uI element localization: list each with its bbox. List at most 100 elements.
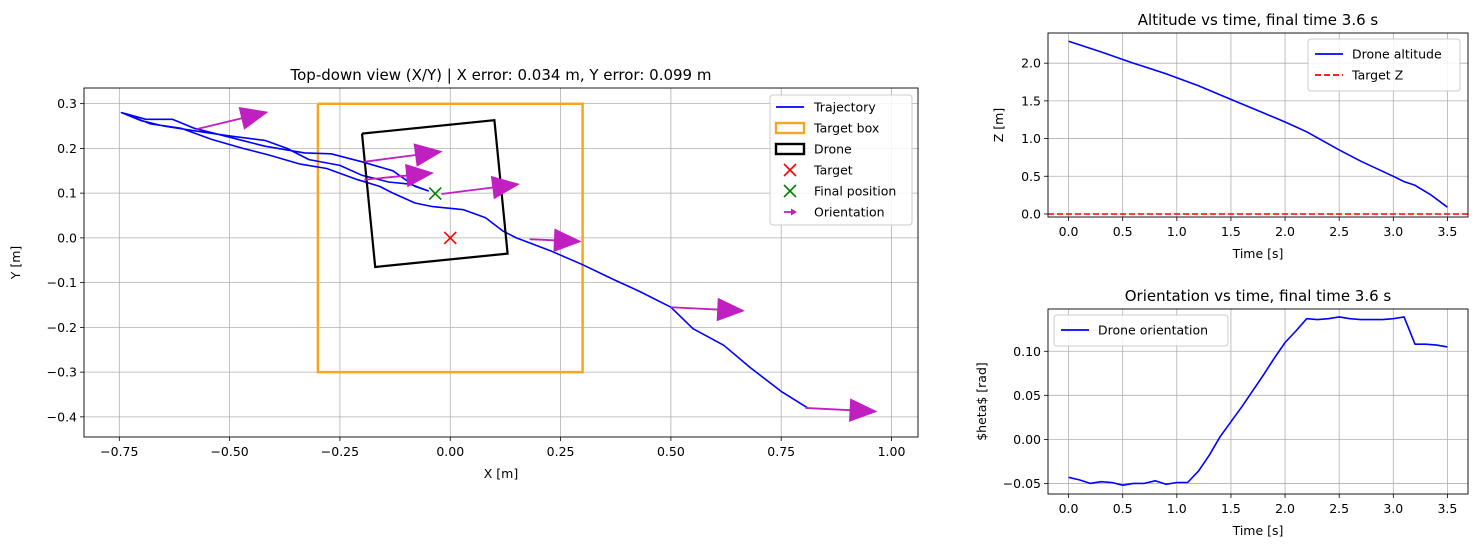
x-tick-label: 0.0 (1059, 501, 1079, 516)
y-tick-label: 0.10 (1013, 344, 1041, 359)
x-tick-label: 2.5 (1329, 224, 1349, 239)
orientation-arrow-head (716, 297, 745, 322)
y-tick-label: 0.2 (57, 141, 77, 156)
x-axis-label: Time [s] (1232, 246, 1284, 261)
y-tick-label: 0.05 (1013, 388, 1041, 403)
y-tick-label: 0.5 (1021, 169, 1041, 184)
x-tick-label: 1.0 (1167, 501, 1187, 516)
x-tick-label: −0.75 (100, 444, 138, 459)
altitude-plot: 0.0 0.5 1.0 1.5 2.0 2.5 3.0 3.5 0.0 0.5 1.0 1.5 2.0 A… (991, 11, 1469, 261)
orientation-arrow-shaft (196, 117, 243, 131)
final-position-marker (428, 187, 442, 201)
y-tick-label: 0.3 (57, 96, 77, 111)
y-tick-label: −0.1 (47, 275, 77, 290)
y-tick-label: −0.05 (1003, 476, 1041, 491)
y-tick-label: −0.3 (47, 365, 77, 380)
final-position-marker-stroke (428, 187, 442, 201)
target-marker-stroke (443, 231, 457, 245)
x-tick-label: 3.5 (1437, 501, 1457, 516)
legend-swatch (791, 208, 797, 216)
y-tick-label: 2.0 (1021, 56, 1041, 71)
x-tick-label: −0.50 (210, 444, 248, 459)
y-tick-label: 0.0 (57, 230, 77, 245)
legend-final-position: Final position (783, 184, 896, 199)
legend-box (1053, 314, 1229, 347)
orientation-arrow-head (849, 398, 878, 422)
drone-box (360, 118, 509, 269)
legend-label: Orientation (814, 205, 885, 220)
legend-label: Target (813, 163, 853, 178)
trajectory-line (120, 111, 809, 409)
x-axis-label: Time [s] (1232, 523, 1284, 538)
series-line-drone-altitude (1068, 40, 1448, 208)
target-marker (443, 231, 457, 245)
orientation-plot: 0.0 0.5 1.0 1.5 2.0 2.5 3.0 3.5 −0.05 0.00 0.05 0.1… (974, 287, 1469, 538)
legend-label: Drone orientation (1098, 323, 1208, 338)
legend-box (769, 94, 913, 226)
legend-target-box: Target box (774, 121, 879, 136)
legend-item: Target Z (1315, 68, 1403, 83)
legend-label: Target Z (1351, 68, 1403, 83)
x-tick-label: 2.0 (1275, 224, 1295, 239)
orientation-arrow-shaft (364, 154, 416, 163)
orientation-arrow (529, 228, 582, 253)
x-tick-label: 1.5 (1221, 501, 1241, 516)
y-tick-label: −0.2 (47, 320, 77, 335)
chart-title: Orientation vs time, final time 3.6 s (1125, 287, 1392, 305)
x-tick-label: 0.00 (436, 444, 464, 459)
legend-label: Drone altitude (1352, 47, 1442, 62)
orientation-arrow (441, 175, 520, 200)
legend-label: Drone (814, 142, 852, 157)
y-tick-label: 0.00 (1013, 432, 1041, 447)
x-tick-label: 0.75 (767, 444, 795, 459)
orientation-arrow-shaft (441, 186, 493, 195)
legend-swatch (774, 142, 806, 156)
x-tick-label: 0.50 (657, 444, 685, 459)
target-box (316, 102, 584, 374)
y-tick-label: −0.4 (47, 409, 77, 424)
x-tick-label: 3.5 (1437, 224, 1457, 239)
y-axis-label: $heta$ [rad] (974, 362, 989, 441)
series-line-drone-orientation (1068, 316, 1448, 486)
chart-title: Altitude vs time, final time 3.6 s (1138, 11, 1379, 29)
y-tick-label: 1.5 (1021, 93, 1041, 108)
x-tick-label: 1.00 (878, 444, 906, 459)
y-tick-label: 0.0 (1021, 206, 1041, 221)
legend-drone: Drone (774, 142, 852, 157)
orientation-arrow (364, 163, 434, 188)
x-tick-label: 0.0 (1059, 224, 1079, 239)
legend-label: Trajectory (813, 100, 876, 115)
orientation-arrow-head (238, 106, 269, 130)
orientation-arrow-head (490, 175, 520, 200)
legend: Drone orientation (1053, 314, 1229, 347)
legend: Drone altitude Target Z (1307, 38, 1461, 92)
orientation-arrow-shaft (805, 407, 851, 412)
top-down-view-plot: −0.75 −0.50 −0.25 0.00 0.25 0.50 0.75 1.00 −0.4 −… (8, 66, 919, 481)
legend-item: Drone orientation (1061, 323, 1208, 338)
chart-title: Top-down view (X/Y) | X error: 0.034 m, … (290, 66, 712, 84)
legend-item: Drone altitude (1315, 47, 1442, 62)
x-tick-label: 0.5 (1113, 501, 1133, 516)
axes-frame (1047, 308, 1469, 495)
legend: Trajectory Target box Drone Target Final pos… (769, 94, 913, 226)
y-axis-label: Y [m] (8, 246, 23, 281)
x-tick-label: 3.0 (1383, 224, 1403, 239)
y-axis-label: Z [m] (991, 108, 1006, 142)
x-tick-label: 3.0 (1383, 501, 1403, 516)
y-tick-label: 1.0 (1021, 131, 1041, 146)
orientation-arrow-shaft (364, 174, 407, 181)
x-tick-label: 0.5 (1113, 224, 1133, 239)
legend-swatch (774, 121, 806, 135)
legend-trajectory: Trajectory (776, 100, 876, 115)
orientation-arrow-head (413, 143, 443, 167)
axes-frame (83, 87, 919, 438)
orientation-arrow-shaft (529, 238, 555, 242)
legend-box (1307, 38, 1461, 92)
x-tick-label: −0.25 (321, 444, 359, 459)
legend-orientation: Orientation (784, 205, 885, 220)
orientation-arrow-head (405, 163, 434, 188)
x-tick-label: 0.25 (547, 444, 575, 459)
x-tick-label: 1.5 (1221, 224, 1241, 239)
